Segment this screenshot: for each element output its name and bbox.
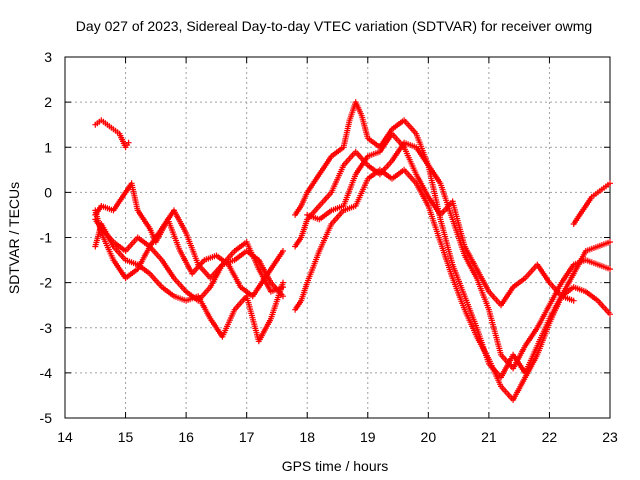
y-tick-label: 0	[44, 184, 52, 200]
series-day-3	[92, 207, 286, 304]
y-tick-label: -1	[40, 230, 53, 246]
series-day-4	[92, 221, 286, 345]
x-tick-label: 21	[481, 429, 497, 445]
series-day-3-late	[292, 166, 613, 403]
marker-group	[92, 221, 286, 345]
marker-group	[570, 180, 613, 227]
x-tick-label: 16	[178, 429, 194, 445]
data-points	[92, 99, 613, 403]
series-day-1-early	[92, 117, 132, 151]
y-tick-label: 3	[44, 49, 52, 65]
marker-group	[304, 130, 577, 309]
marker-group	[92, 207, 286, 304]
y-tick-label: -4	[40, 365, 53, 381]
x-tick-label: 14	[57, 429, 73, 445]
marker-group	[292, 166, 613, 403]
marker-group	[92, 117, 132, 151]
x-axis-label: GPS time / hours	[282, 458, 389, 474]
y-axis-label: SDTVAR / TECUs	[6, 182, 22, 294]
series-day-4-late	[304, 130, 577, 309]
x-tick-label: 23	[602, 429, 618, 445]
marker-group	[92, 207, 286, 295]
y-tick-label: -5	[40, 410, 53, 426]
x-tick-label: 15	[118, 429, 134, 445]
marker-group	[292, 99, 613, 381]
y-axis-ticks: -5 -4 -3 -2 -1 0 1 2 3	[40, 49, 610, 426]
y-tick-label: -2	[40, 275, 53, 291]
y-tick-label: 1	[44, 139, 52, 155]
x-tick-label: 20	[421, 429, 437, 445]
x-tick-label: 17	[239, 429, 255, 445]
x-tick-label: 18	[299, 429, 315, 445]
x-axis-ticks: 14 15 16 17 18 19 20 21 22 23	[57, 57, 618, 445]
series-day-5-late	[570, 180, 613, 227]
x-tick-label: 19	[360, 429, 376, 445]
chart-title: Day 027 of 2023, Sidereal Day-to-day VTE…	[76, 18, 592, 34]
series-day-2	[92, 207, 286, 295]
y-tick-label: 2	[44, 94, 52, 110]
x-tick-label: 22	[542, 429, 558, 445]
series-day-1-late	[292, 99, 613, 381]
y-tick-label: -3	[40, 320, 53, 336]
